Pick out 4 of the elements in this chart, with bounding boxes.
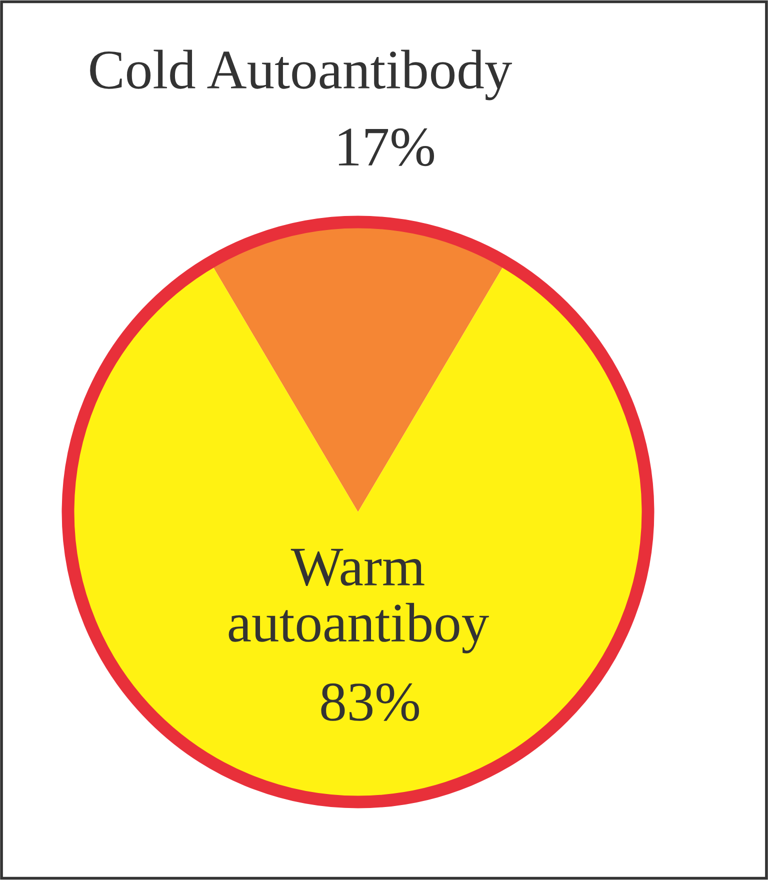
slice-label: Warm autoantiboy [228,548,489,654]
data-label: 83% [321,683,420,722]
data-label: 17% [338,128,434,166]
slice-label: Cold Autoantibody [90,50,512,100]
